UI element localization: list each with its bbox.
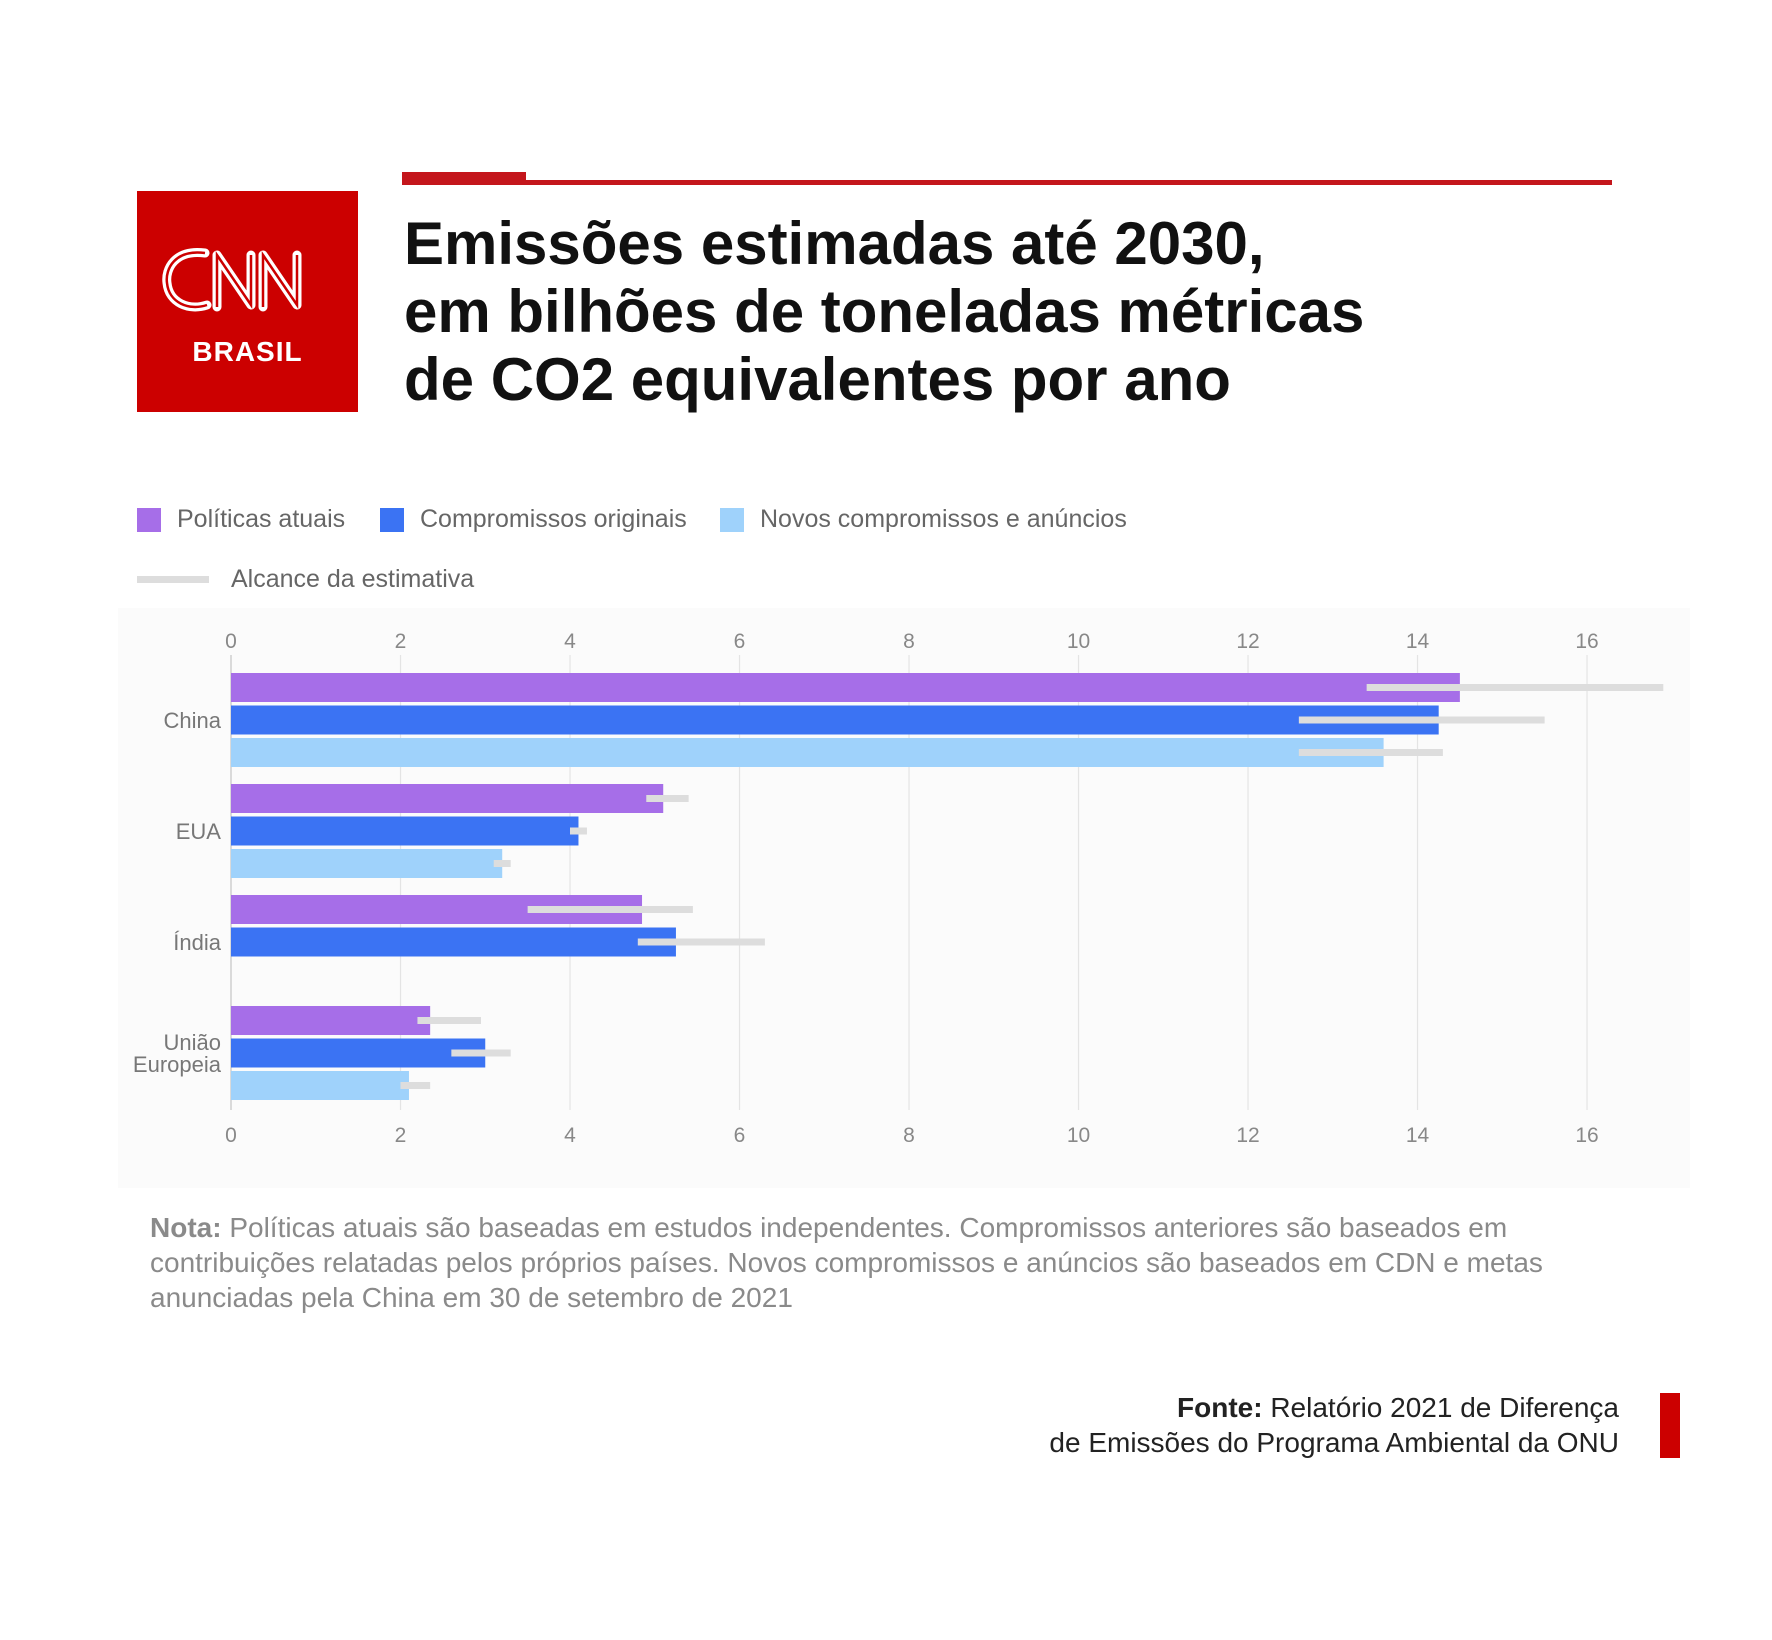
category-label: Europeia: [133, 1052, 222, 1077]
source-line-1: Relatório 2021 de Diferença: [1262, 1392, 1619, 1423]
x-tick-label-bottom: 4: [564, 1124, 576, 1147]
cnn-brasil-logo: BRASIL: [137, 191, 358, 412]
x-tick-label-top: 12: [1236, 630, 1259, 653]
x-tick-label-bottom: 12: [1236, 1124, 1259, 1147]
range-bar: [493, 860, 511, 867]
x-tick-label-top: 8: [903, 630, 915, 653]
legend-label: Alcance da estimativa: [231, 565, 475, 593]
x-tick-label-bottom: 8: [903, 1124, 915, 1147]
bar: [231, 784, 664, 813]
source-label: Fonte:: [1177, 1392, 1263, 1423]
bar: [231, 738, 1384, 767]
note-text: Políticas atuais são baseadas em estudos…: [150, 1212, 1543, 1313]
x-tick-label-bottom: 6: [734, 1124, 746, 1147]
source-accent-bar: [1660, 1393, 1680, 1458]
bar: [231, 673, 1460, 702]
x-tick-label-bottom: 14: [1406, 1124, 1430, 1147]
legend-swatch-light-blue: [720, 507, 744, 532]
source-line-2: de Emissões do Programa Ambiental da ONU: [1049, 1427, 1619, 1458]
range-bar: [417, 1017, 482, 1024]
legend-label: Políticas atuais: [177, 505, 346, 533]
range-bar: [570, 827, 587, 835]
note: Nota: Políticas atuais são baseadas em e…: [150, 1210, 1570, 1315]
header-rule: [526, 180, 1612, 185]
range-bar: [637, 938, 765, 946]
chart-title: Emissões estimadas até 2030, em bilhões …: [404, 210, 1364, 414]
x-tick-label-top: 2: [395, 630, 407, 653]
bar: [231, 927, 676, 957]
title-line-1: Emissões estimadas até 2030,: [404, 210, 1265, 277]
title-line-2: em bilhões de toneladas métricas: [404, 278, 1365, 345]
legend-item-compromissos-originais: Compromissos originais: [380, 505, 687, 534]
x-tick-label-bottom: 2: [395, 1124, 407, 1147]
category-label: EUA: [176, 819, 222, 844]
logo-subtitle: BRASIL: [192, 336, 303, 367]
note-label: Nota:: [150, 1212, 222, 1243]
legend-swatch-blue: [380, 507, 404, 532]
range-bar: [400, 1082, 431, 1089]
bar: [231, 816, 579, 846]
range-bar: [1366, 684, 1664, 691]
legend-item-novos-compromissos: Novos compromissos e anúncios: [720, 505, 1127, 534]
x-tick-label-top: 10: [1067, 630, 1090, 653]
x-tick-label-bottom: 10: [1067, 1124, 1090, 1147]
x-tick-label-top: 4: [564, 630, 576, 653]
x-tick-label-top: 14: [1406, 630, 1430, 653]
range-bar: [646, 795, 689, 802]
range-bar: [527, 906, 693, 913]
category-label: China: [164, 708, 222, 733]
range-bar: [1298, 716, 1545, 724]
x-tick-label-top: 16: [1575, 630, 1598, 653]
range-bar: [1298, 749, 1443, 756]
x-tick-label-top: 0: [225, 630, 237, 653]
category-label: Índia: [173, 930, 221, 955]
header-rule-accent: [402, 172, 526, 185]
bar: [231, 1006, 431, 1035]
bar: [231, 1071, 409, 1100]
legend-item-alcance: Alcance da estimativa: [137, 565, 474, 594]
bar: [231, 1038, 486, 1068]
source: Fonte: Relatório 2021 de Diferença de Em…: [1049, 1390, 1619, 1460]
legend-swatch-range: [137, 576, 209, 583]
legend-label: Novos compromissos e anúncios: [760, 505, 1127, 533]
category-label: União: [164, 1030, 221, 1055]
x-tick-label-bottom: 0: [225, 1124, 237, 1147]
range-bar: [451, 1049, 511, 1057]
x-tick-label-bottom: 16: [1575, 1124, 1598, 1147]
title-line-3: de CO2 equivalentes por ano: [404, 346, 1231, 413]
legend-swatch-purple: [137, 507, 161, 532]
legend-item-politicas-atuais: Políticas atuais: [137, 505, 345, 534]
x-tick-label-top: 6: [734, 630, 746, 653]
cnn-wordmark: [162, 248, 302, 312]
bar: [231, 705, 1439, 735]
bar: [231, 849, 503, 878]
legend-label: Compromissos originais: [420, 505, 687, 533]
